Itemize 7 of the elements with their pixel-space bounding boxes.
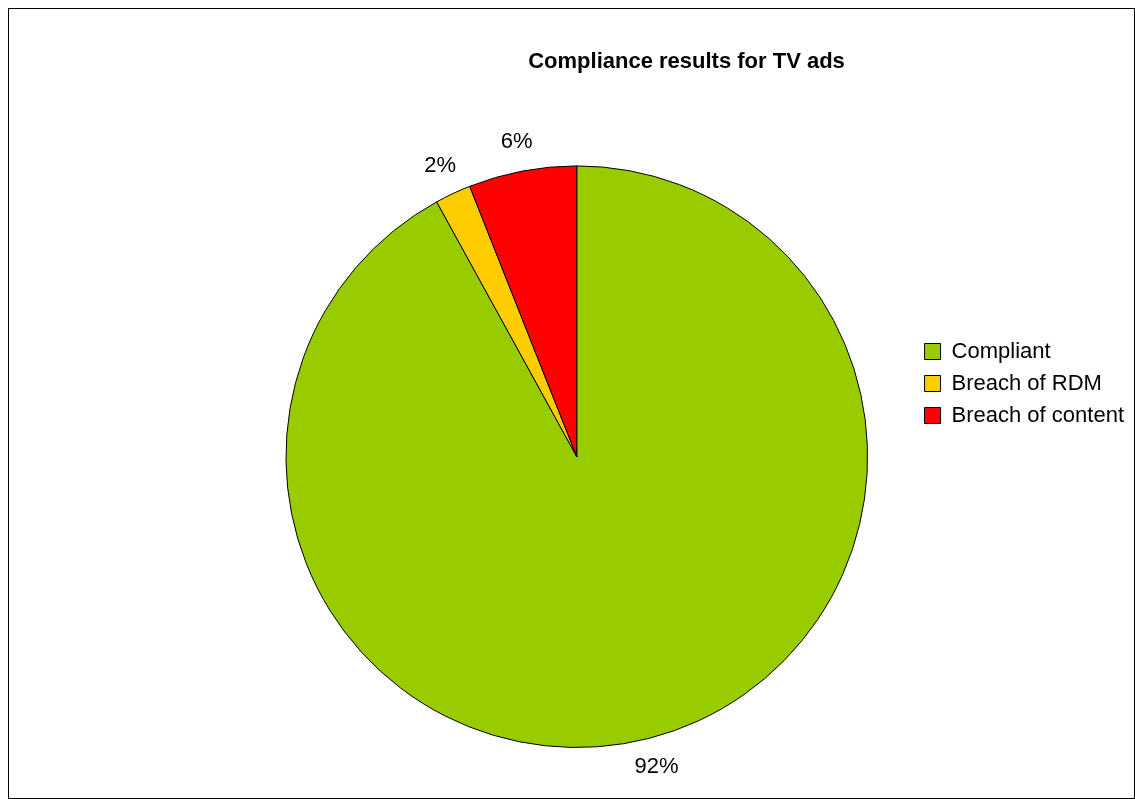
- chart-title: Compliance results for TV ads: [528, 48, 845, 74]
- legend-label: Breach of RDM: [951, 369, 1102, 395]
- data-label: 2%: [424, 152, 457, 178]
- legend-label: Breach of content: [951, 401, 1125, 427]
- legend-label: Compliant: [951, 337, 1051, 363]
- data-label: 92%: [634, 753, 679, 779]
- data-label: 6%: [500, 127, 533, 153]
